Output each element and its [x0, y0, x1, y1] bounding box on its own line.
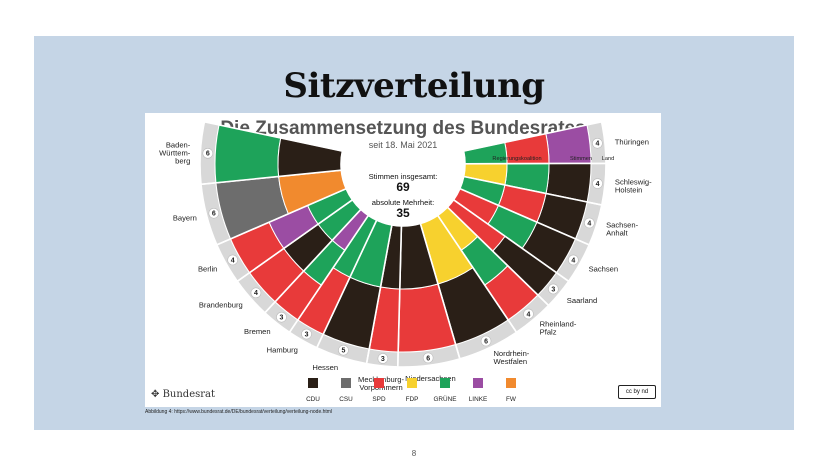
state-label-sachsen: Sachsen [589, 265, 619, 274]
vote-count-thueringen: 4 [595, 141, 599, 148]
state-label-nordrhein-westfalen-line-2: Westfalen [493, 357, 527, 366]
vote-circle-rheinland-pfalz [523, 308, 534, 320]
vote-circle-sachsen-anhalt [584, 217, 595, 229]
state-label-rheinland-pfalz-line-2: Pfalz [540, 327, 557, 336]
majority-value: 35 [396, 206, 410, 220]
vote-circle-saarland [548, 283, 559, 295]
majority-label: absolute Mehrheit: [372, 198, 434, 207]
state-label-berlin: Berlin [198, 265, 217, 274]
segment-baden-wuerttem-berg-gruene [214, 124, 282, 184]
legend-label-fdp: FDP [406, 396, 419, 403]
legend-swatch-spd [374, 378, 384, 388]
vote-circle-mecklenburg-vorpommern [377, 353, 389, 364]
total-label: Stimmen insgesamt: [369, 172, 438, 181]
bundesrat-logo: ✥ Bundesrat [151, 389, 215, 400]
vote-circle-sachsen [568, 254, 579, 266]
state-label-sachsen-anhalt-line-1: Sachsen- [606, 220, 639, 229]
vote-count-mecklenburg-vorpommern: 3 [381, 356, 385, 363]
vote-count-hessen: 5 [341, 348, 345, 355]
vote-count-baden-wuerttem-berg: 6 [206, 151, 210, 158]
state-label-bayern: Bayern [173, 214, 197, 223]
legend-label-gruene: GRÜNE [433, 395, 456, 403]
state-label-baden-wuerttem-berg-line-3: berg [175, 156, 190, 165]
vote-count-sachsen-anhalt: 4 [587, 220, 591, 227]
vote-circle-nordrhein-westfalen [480, 335, 492, 347]
legend-swatch-fdp [407, 378, 417, 388]
vote-count-nordrhein-westfalen: 6 [484, 338, 488, 345]
legend-swatch-gruene [440, 378, 450, 388]
state-label-brandenburg: Brandenburg [199, 300, 243, 309]
legend-swatch-fw [506, 378, 516, 388]
vote-circle-bremen [276, 311, 287, 323]
column-header-land: Land [602, 156, 614, 162]
vote-count-berlin: 4 [231, 257, 235, 264]
legend-label-fw: FW [506, 396, 517, 403]
cc-license-badge: cc by nd [618, 385, 656, 399]
state-label-saarland: Saarland [567, 296, 597, 305]
vote-circle-schleswig-holstein [592, 178, 603, 189]
figure-caption: Abbildung 4: https://www.bundesrat.de/DE… [145, 409, 333, 415]
bundesrat-figure: Die Zusammensetzung des Bundesrates seit… [145, 113, 661, 407]
vote-count-sachsen: 4 [571, 257, 575, 264]
vote-circle-hamburg [301, 328, 312, 340]
vote-circle-hessen [338, 344, 349, 356]
inner-disc [341, 151, 465, 226]
vote-count-saarland: 3 [551, 286, 555, 293]
state-label-sachsen-anhalt-line-2: Anhalt [606, 228, 628, 237]
legend-label-cdu: CDU [306, 396, 320, 403]
state-label-schleswig-holstein-line-2: Holstein [615, 185, 642, 194]
state-label-niedersachsen: Niedersachsen [405, 374, 456, 383]
state-label-nordrhein-westfalen-line-1: Nordrhein- [493, 349, 529, 358]
vote-count-hamburg: 3 [305, 331, 309, 338]
vote-circle-berlin [227, 254, 238, 266]
vote-count-brandenburg: 4 [254, 290, 258, 297]
legend-label-linke: LINKE [469, 396, 487, 403]
state-label-baden-wuerttem-berg-line-1: Baden- [166, 140, 191, 149]
legend-label-csu: CSU [339, 396, 353, 403]
figure-subtitle: seit 18. Mai 2021 [368, 140, 438, 150]
logo-text: Bundesrat [162, 389, 216, 400]
vote-circle-brandenburg [250, 287, 262, 299]
figure-title: Die Zusammensetzung des Bundesrates [220, 118, 586, 139]
state-label-schleswig-holstein-line-1: Schleswig- [615, 177, 652, 186]
vote-circle-baden-wuerttem-berg [202, 148, 214, 159]
page-number: 8 [411, 449, 417, 458]
state-label-rheinland-pfalz-line-1: Rheinland- [540, 319, 577, 328]
slide-title: Sitzverteilung [283, 66, 545, 106]
state-label-hessen: Hessen [312, 363, 338, 372]
legend-label-spd: SPD [372, 396, 386, 403]
legend-swatch-csu [341, 378, 351, 388]
total-value: 69 [396, 180, 410, 194]
column-header-stimmen: Stimmen [570, 156, 592, 162]
state-label-hamburg: Hamburg [267, 345, 298, 354]
seat-distribution-chart: 4 Thüringen 4 Schleswig-Holstein 4 Sachsen-An… [159, 120, 652, 403]
vote-count-niedersachsen: 6 [426, 355, 430, 362]
vote-circle-thueringen [592, 137, 603, 149]
vote-count-rheinland-pfalz: 4 [526, 311, 530, 318]
eagle-icon: ✥ [151, 389, 160, 400]
vote-circle-niedersachsen [422, 352, 434, 364]
vote-count-bayern: 6 [212, 211, 216, 218]
vote-count-bremen: 3 [280, 315, 284, 322]
vote-count-schleswig-holstein: 4 [596, 181, 600, 188]
state-label-bremen: Bremen [244, 327, 271, 336]
column-header-regierungskoalition: Regierungskoalition [492, 156, 541, 162]
legend-swatch-cdu [308, 378, 318, 388]
state-label-thueringen: Thüringen [615, 137, 649, 146]
state-label-baden-wuerttem-berg-line-2: Württem- [159, 148, 191, 157]
vote-circle-bayern [208, 208, 220, 219]
legend-swatch-linke [473, 378, 483, 388]
